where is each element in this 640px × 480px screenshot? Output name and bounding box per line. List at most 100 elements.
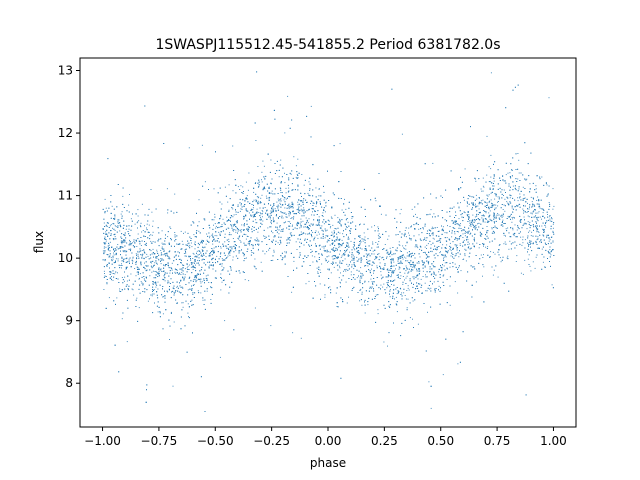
data-point	[282, 230, 284, 232]
data-point	[367, 228, 369, 230]
data-point	[221, 269, 223, 271]
data-point	[176, 286, 178, 288]
data-point	[247, 230, 249, 232]
data-point	[289, 127, 291, 129]
data-point	[453, 220, 455, 222]
data-point	[152, 270, 154, 272]
data-point	[234, 241, 236, 243]
data-point	[522, 273, 524, 275]
data-point	[428, 229, 430, 231]
data-point	[344, 251, 346, 253]
data-point	[373, 270, 375, 272]
data-point	[339, 219, 341, 221]
data-point	[214, 223, 216, 225]
data-point	[356, 277, 358, 279]
data-point	[443, 257, 444, 259]
data-point	[469, 225, 471, 227]
data-point	[181, 240, 183, 242]
data-point	[224, 233, 226, 235]
data-point	[229, 246, 231, 248]
data-point	[377, 234, 379, 236]
data-point	[163, 250, 165, 252]
data-point	[323, 185, 324, 187]
data-point	[311, 236, 313, 238]
data-point	[404, 230, 406, 231]
data-point	[151, 242, 153, 244]
data-point	[274, 235, 276, 236]
data-point	[425, 290, 427, 292]
data-point	[156, 256, 158, 258]
data-point	[489, 218, 491, 220]
data-point	[314, 256, 316, 258]
data-point	[288, 179, 290, 181]
data-point	[103, 270, 105, 272]
data-point	[187, 243, 189, 245]
data-point	[332, 192, 334, 194]
data-point	[143, 249, 145, 251]
data-point	[527, 251, 528, 253]
data-point	[144, 241, 145, 242]
data-point	[167, 280, 169, 282]
data-point	[446, 244, 448, 246]
data-point	[319, 269, 321, 271]
data-point	[243, 272, 245, 273]
data-point	[220, 289, 222, 291]
data-point	[158, 269, 159, 271]
data-point	[306, 201, 308, 203]
data-point	[208, 267, 210, 269]
data-point	[143, 266, 145, 268]
data-point	[424, 246, 426, 248]
data-point	[497, 205, 499, 207]
data-point	[189, 244, 191, 246]
data-point	[291, 201, 293, 203]
data-point	[501, 189, 503, 191]
data-point	[320, 203, 321, 205]
data-point	[285, 187, 287, 189]
data-point	[192, 258, 194, 259]
data-point	[192, 252, 194, 254]
data-point	[135, 253, 137, 255]
data-point	[331, 207, 333, 209]
data-point	[499, 180, 501, 181]
data-point	[151, 211, 153, 213]
data-point	[357, 260, 359, 262]
data-point	[487, 195, 489, 197]
data-point	[130, 273, 132, 275]
data-point	[456, 231, 458, 232]
data-point	[255, 212, 257, 213]
data-point	[493, 269, 495, 271]
data-point	[435, 253, 437, 255]
data-point	[433, 227, 434, 229]
data-point	[380, 268, 382, 270]
data-point	[257, 186, 259, 188]
data-point	[380, 274, 382, 276]
data-point	[377, 253, 379, 255]
data-point	[104, 250, 106, 252]
data-point	[295, 241, 297, 243]
data-point	[550, 254, 552, 256]
data-point	[153, 293, 155, 295]
data-point	[138, 257, 140, 259]
data-point	[382, 249, 384, 250]
data-point	[220, 247, 222, 249]
data-point	[308, 280, 310, 282]
data-point	[195, 270, 197, 272]
data-point	[399, 267, 401, 269]
data-point	[197, 254, 199, 256]
data-point	[323, 199, 325, 201]
data-point	[495, 207, 497, 209]
data-point	[108, 244, 110, 246]
data-point	[415, 213, 416, 215]
data-point	[268, 216, 270, 218]
data-point	[365, 248, 367, 249]
data-point	[139, 241, 141, 243]
data-point	[252, 209, 254, 210]
data-point	[371, 274, 372, 276]
data-point	[277, 204, 279, 206]
data-point	[138, 278, 140, 280]
data-point	[140, 281, 142, 283]
data-point	[131, 242, 133, 244]
data-point	[305, 226, 307, 228]
data-point	[408, 234, 410, 236]
data-point	[425, 252, 426, 254]
